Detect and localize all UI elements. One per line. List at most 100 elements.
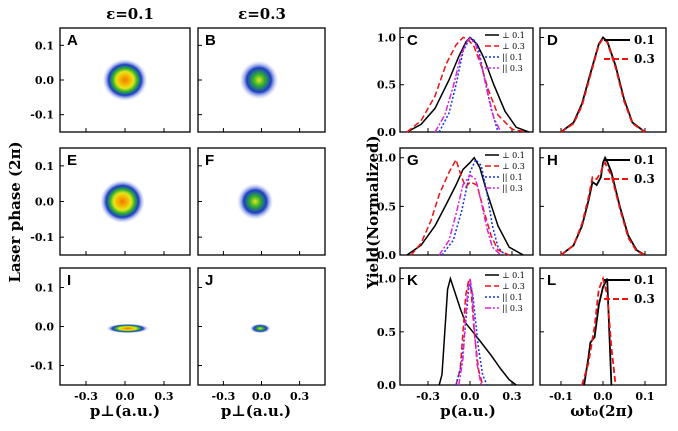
y-tick-label-C-2: 1.0 [377, 31, 396, 44]
y-tick-label-I-0: 0.1 [35, 282, 54, 295]
x-tick-label-J-1: 0.0 [252, 390, 271, 403]
panel-label-G: G [407, 152, 419, 169]
x-axis-label-pperp-b: p⊥(a.u.) [221, 402, 291, 420]
y-tick-label-A-1: 0.0 [35, 74, 54, 87]
panel-label-E: E [67, 152, 77, 169]
heatmap-blob-E [100, 180, 145, 223]
y-tick-label-A-0: 0.1 [35, 39, 54, 52]
x-tick-label-I-0: -0.3 [74, 390, 98, 403]
panel-label-L: L [547, 272, 556, 289]
axes-frame-K [399, 267, 534, 386]
x-tick-label-I-1: 0.0 [115, 390, 134, 403]
legend-label-L-0: 0.1 [634, 273, 655, 287]
x-tick-label-J-0: -0.3 [212, 390, 236, 403]
x-axis-label-omega-t0: ωt₀(2π) [570, 402, 633, 420]
legend-label-C-2: || 0.1 [502, 53, 523, 62]
y-tick-label-C-1: 0.5 [377, 79, 396, 92]
panels-group: 0.10.0-0.1A B0.10.0-0.1E F0.10.0-0.1-0.3 0.… [30, 27, 667, 403]
legend-label-G-3: || 0.3 [502, 184, 523, 193]
line-panel-L: -0.1 0.0 0.1 0.1 0.3 L [539, 267, 667, 403]
heatmap-blob-J [250, 323, 271, 334]
series-line-H-1 [560, 160, 646, 256]
series-line-K-2 [455, 281, 488, 386]
y-tick-label-G-0: 0.0 [377, 249, 396, 262]
heatmap-blob-A [102, 59, 148, 101]
line-panel-D: 0.1 0.3 D [539, 27, 667, 133]
series-line-C-3 [434, 37, 502, 133]
y-tick-label-A-2: -0.1 [30, 109, 54, 122]
panel-label-H: H [547, 152, 558, 169]
panel-label-D: D [547, 32, 558, 49]
legend-label-K-1: ⊥ 0.3 [502, 282, 525, 291]
legend-label-D-0: 0.1 [634, 33, 655, 47]
y-tick-label-G-2: 1.0 [377, 152, 396, 165]
heatmap-blob-F [237, 183, 273, 220]
series-line-G-3 [438, 174, 502, 256]
series-line-C-0 [406, 36, 530, 133]
legend-label-L-1: 0.3 [634, 292, 655, 306]
legend-label-G-1: ⊥ 0.3 [502, 162, 525, 171]
panel-label-K: K [407, 272, 418, 289]
series-line-C-2 [438, 36, 499, 133]
y-tick-label-C-0: 0.0 [377, 126, 396, 139]
line-panel-K: 0.0 0.5 1.0 -0.3 0.0 0.3 ⊥ 0.1 ⊥ 0.3 || 0.1 || 0.… [377, 267, 534, 403]
y-tick-label-I-2: -0.1 [30, 360, 54, 373]
x-tick-label-K-2: 0.3 [502, 390, 521, 403]
y-tick-label-E-1: 0.0 [35, 196, 54, 209]
legend-label-C-0: ⊥ 0.1 [502, 31, 525, 40]
col-title-eps01: ε=0.1 [106, 5, 154, 23]
x-axis-label-p: p(a.u.) [440, 402, 496, 420]
panel-label-I: I [67, 272, 71, 289]
legend-label-C-1: ⊥ 0.3 [502, 42, 525, 51]
legend-label-D-1: 0.3 [634, 52, 655, 66]
series-line-D-1 [560, 37, 646, 133]
x-tick-label-K-1: 0.0 [460, 390, 479, 403]
legend-label-C-3: || 0.3 [502, 64, 523, 73]
legend-label-G-2: || 0.1 [502, 173, 523, 182]
legend-label-H-1: 0.3 [634, 172, 655, 186]
y-axis-label-yield: Yield(Normalized) [364, 135, 382, 289]
y-tick-label-G-1: 0.5 [377, 200, 396, 213]
series-line-G-1 [410, 157, 510, 256]
series-line-G-2 [441, 158, 506, 256]
series-line-G-0 [406, 156, 524, 256]
series-line-C-1 [406, 36, 527, 133]
x-tick-label-L-2: 0.1 [635, 390, 654, 403]
series-line-D-0 [560, 36, 646, 133]
line-panel-H: 0.1 0.3 H [539, 147, 667, 256]
legend-label-K-0: ⊥ 0.1 [502, 271, 525, 280]
x-tick-label-L-1: 0.0 [593, 390, 612, 403]
panel-label-B: B [205, 32, 216, 49]
series-line-L-1 [581, 275, 617, 386]
panel-label-A: A [67, 32, 78, 49]
y-tick-label-K-1: 0.5 [377, 326, 396, 339]
y-axis-label-laser-phase: Laser phase (2π) [6, 141, 24, 282]
series-line-K-3 [458, 278, 482, 386]
legend-label-G-0: ⊥ 0.1 [502, 151, 525, 160]
heatmap-blob-B [239, 60, 279, 100]
series-line-K-0 [438, 275, 517, 386]
panel-label-F: F [205, 152, 214, 169]
heatmap-panel-E: 0.1 0.0 -0.1 E [30, 147, 191, 256]
legend-label-H-0: 0.1 [634, 153, 655, 167]
heatmap-panel-B: B [197, 27, 326, 133]
legend-label-K-3: || 0.3 [502, 304, 523, 313]
x-axis-label-pperp-a: p⊥(a.u.) [90, 402, 160, 420]
y-tick-label-K-0: 0.0 [377, 379, 396, 392]
axes-frame-G [399, 147, 534, 256]
panel-label-J: J [205, 272, 213, 289]
col-title-eps03: ε=0.3 [238, 5, 286, 23]
heatmap-panel-F: F [197, 147, 326, 256]
y-tick-label-E-2: -0.1 [30, 231, 54, 244]
series-line-H-0 [560, 155, 646, 256]
legend-label-K-2: || 0.1 [502, 293, 523, 302]
y-tick-label-I-1: 0.0 [35, 321, 54, 334]
panel-label-C: C [407, 32, 418, 49]
x-tick-label-K-0: -0.3 [416, 390, 440, 403]
y-tick-label-E-0: 0.1 [35, 160, 54, 173]
line-panel-G: 0.0 0.5 1.0 ⊥ 0.1 ⊥ 0.3 || 0.1 || 0.3 G [377, 147, 534, 262]
x-tick-label-I-2: 0.3 [154, 390, 173, 403]
x-tick-label-L-0: -0.1 [549, 390, 573, 403]
heatmap-panel-I: 0.1 0.0 -0.1 -0.3 0.0 0.3 I [30, 267, 191, 403]
axes-frame-C [399, 27, 534, 133]
